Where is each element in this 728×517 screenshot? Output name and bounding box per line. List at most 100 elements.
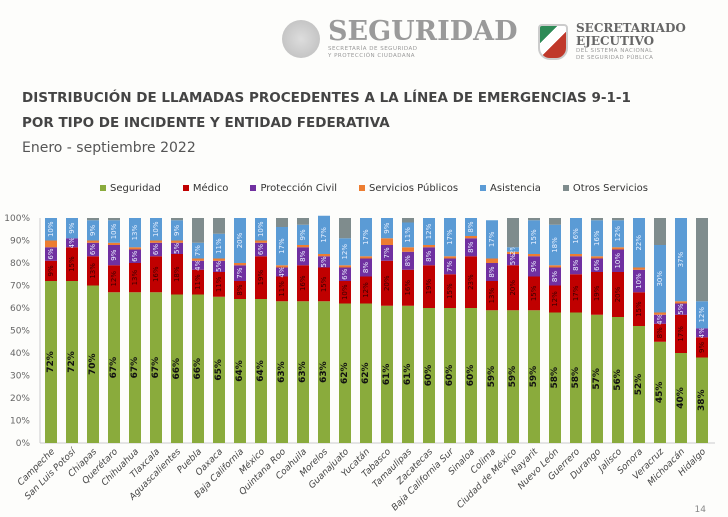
data-label: 4%: [278, 266, 286, 277]
legend-label: Seguridad: [110, 183, 161, 194]
data-label: 9%: [173, 224, 181, 235]
bar-segment-asistencia: [675, 218, 687, 302]
data-label: 17%: [278, 238, 286, 254]
bar-segment-servicios-públicos: [276, 265, 288, 268]
data-label: 12%: [341, 244, 349, 260]
data-label: 19%: [593, 285, 601, 301]
data-label: 38%: [697, 389, 707, 411]
bar-segment-médico: [360, 276, 372, 304]
data-label: 16%: [404, 280, 412, 296]
data-label: 2%: [509, 244, 517, 255]
data-label: 10%: [257, 221, 265, 237]
y-tick-label: 20%: [10, 394, 30, 404]
data-label: 6%: [89, 244, 97, 255]
data-label: 9%: [383, 222, 391, 233]
data-label: 15%: [446, 283, 454, 299]
bar-segment-asistencia: [108, 220, 120, 243]
data-label: 63%: [298, 361, 308, 383]
bar-segment-protección-civil: [255, 242, 267, 257]
bar-segment-médico: [87, 256, 99, 286]
bar-segment-servicios-públicos: [423, 245, 435, 248]
bar-segment-médico: [444, 274, 456, 308]
data-label: 59%: [508, 366, 518, 388]
chart-title: POR TIPO DE INCIDENTE Y ENTIDAD FEDERATI…: [22, 115, 390, 131]
data-label: 9%: [89, 224, 97, 235]
bar-segment-médico: [633, 292, 645, 326]
data-label: 56%: [613, 369, 623, 391]
bar-segment-médico: [150, 256, 162, 293]
bar-segment-protección-civil: [213, 260, 225, 272]
data-label: 59%: [529, 366, 539, 388]
bar-segment-servicios-públicos: [108, 242, 120, 245]
data-label: 20%: [614, 286, 622, 302]
bar-segment-seguridad: [276, 301, 288, 443]
bar-segment-protección-civil: [696, 328, 708, 338]
bar-segment-seguridad: [255, 299, 267, 443]
bar-segment-asistencia: [444, 218, 456, 257]
bar-segment-protección-civil: [318, 256, 330, 268]
data-label: 8%: [404, 255, 412, 266]
data-label: 11%: [404, 227, 412, 243]
bar-segment-servicios-públicos: [465, 236, 477, 239]
bar-segment-protección-civil: [108, 245, 120, 266]
bar-segment-servicios-públicos: [45, 240, 57, 248]
bar-segment-asistencia: [255, 218, 267, 241]
legend-item: Servicios Públicos: [359, 183, 458, 194]
bar-segment-médico: [486, 281, 498, 311]
data-label: 72%: [67, 351, 77, 373]
bar-segment-médico: [318, 267, 330, 302]
data-label: 6%: [593, 259, 601, 270]
bar-segment-asistencia: [528, 220, 540, 254]
data-label: 62%: [340, 362, 350, 384]
bar-segment-seguridad: [696, 357, 708, 443]
bar-segment-servicios-públicos: [654, 312, 666, 315]
legend-item: Médico: [182, 183, 228, 194]
bar-segment-protección-civil: [570, 256, 582, 275]
bar-segment-asistencia: [213, 233, 225, 259]
data-label: 62%: [361, 362, 371, 384]
data-label: 12%: [425, 223, 433, 239]
bar-segment-asistencia: [486, 220, 498, 259]
bar-segment-seguridad: [171, 294, 183, 443]
data-label: 63%: [277, 361, 287, 383]
bar-segment-médico: [276, 276, 288, 302]
bar-segment-médico: [696, 337, 708, 358]
data-label: 60%: [466, 365, 476, 387]
bar-segment-asistencia: [318, 215, 330, 254]
bar-segment-protección-civil: [675, 303, 687, 315]
legend-item: Protección Civil: [250, 183, 337, 194]
data-label: 7%: [194, 245, 202, 256]
bar-segment-seguridad: [507, 310, 519, 443]
data-label: 59%: [487, 366, 497, 388]
data-label: 8%: [362, 262, 370, 273]
bar-segment-protección-civil: [339, 267, 351, 281]
data-label: 67%: [151, 357, 161, 379]
data-label: 13%: [89, 263, 97, 279]
shield-icon: [538, 24, 568, 60]
data-label: 11%: [194, 274, 202, 290]
data-label: 12%: [698, 307, 706, 323]
data-label: 8%: [467, 221, 475, 232]
data-label: 15%: [320, 276, 328, 292]
bar-segment-médico: [297, 265, 309, 302]
data-label: 5%: [320, 256, 328, 267]
bar-segment-protección-civil: [528, 256, 540, 277]
bar-segment-otros-servicios: [276, 218, 288, 227]
data-label: 9%: [68, 222, 76, 233]
bar-segment-médico: [381, 260, 393, 306]
seguridad-logo: SEGURIDAD SECRETARÍA DE SEGURIDAD Y PROT…: [282, 18, 518, 60]
logo-title: SECRETARIADO: [576, 21, 686, 35]
legend-swatch: [250, 185, 257, 191]
bar-segment-protección-civil: [360, 258, 372, 277]
bar-segment-asistencia: [633, 218, 645, 268]
bar-segment-seguridad: [633, 326, 645, 443]
y-tick-label: 60%: [10, 304, 30, 314]
data-label: 30%: [656, 271, 664, 287]
bar-segment-protección-civil: [87, 242, 99, 257]
bar-segment-protección-civil: [633, 269, 645, 293]
bar-segment-seguridad: [66, 281, 78, 443]
bar-segment-asistencia: [507, 247, 519, 252]
chart-title: DISTRIBUCIÓN DE LLAMADAS PROCEDENTES A L…: [22, 90, 631, 106]
data-label: 6%: [341, 268, 349, 279]
data-label: 8%: [236, 284, 244, 295]
